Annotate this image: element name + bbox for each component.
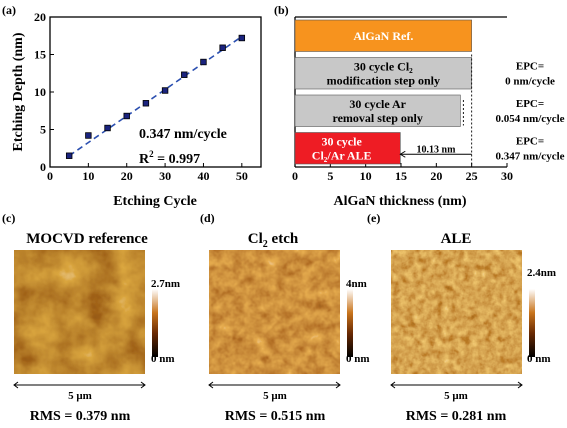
y-tick-label-a: 10 [34, 85, 46, 99]
scale-min-e: 0 nm [527, 353, 551, 365]
x-tick-label-b: 5 [327, 169, 333, 183]
x-tick-label-b: 25 [466, 169, 478, 183]
fit-line [68, 35, 243, 157]
data-point [219, 44, 226, 51]
panel-d-label: (d) [200, 211, 215, 225]
scale-min-c: 0 nm [151, 353, 175, 365]
data-point [104, 124, 111, 132]
data-point [85, 132, 92, 139]
x-tick-label-b: 30 [501, 169, 513, 183]
data-point [238, 34, 246, 42]
x-tick-label-a: 10 [82, 169, 94, 183]
afm-image-mocvd [14, 250, 145, 374]
scale-max-e: 2.4nm [527, 267, 556, 279]
bar-chart-algan-thickness: AlGaN thickness (nm) 0 5 10 15 20 25 30 AlGaN R… [292, 16, 565, 209]
epc-label: EPC= [516, 98, 544, 110]
bar [294, 57, 472, 90]
data-point [161, 87, 169, 94]
plot-frame-a [49, 16, 262, 168]
data-point [200, 58, 207, 66]
x-tick-label-a: 50 [236, 169, 248, 183]
y-axis-label-a: Etching Depth (nm) [11, 32, 26, 151]
rms-d: RMS = 0.515 nm [225, 409, 326, 424]
x-tick-label-a: 0 [47, 169, 53, 183]
scalebar-label-d: 5 μm [263, 390, 287, 402]
epc-label: 0.347 nm/cycle [495, 150, 564, 162]
panel-c-label: (c) [2, 211, 15, 225]
x-tick-label-b: 20 [430, 169, 442, 183]
y-tick-label-a: 5 [40, 123, 46, 137]
y-tick-label-a: 15 [34, 48, 46, 62]
scatter-chart-etching-depth: Etching Cycle Etching Depth (nm) 0.347 n… [11, 10, 262, 209]
panel-b-label: (b) [274, 3, 289, 17]
y-tick-label-a: 0 [40, 160, 46, 174]
x-tick-label-b: 0 [292, 169, 298, 183]
bar-label: 30 cycle [321, 134, 362, 148]
afm-panel-e: (e) ALE 2.4nm 0 nm 5 μm RMS = 0.281 nm [367, 211, 556, 424]
scalebar-arrows-c [13, 381, 146, 389]
afm-image-ale [391, 250, 522, 374]
x-tick-label-a: 30 [159, 169, 171, 183]
color-scale-c [152, 289, 158, 357]
afm-title-d: Cl2 etch [248, 231, 299, 250]
rms-c: RMS = 0.379 nm [30, 409, 131, 424]
data-point [181, 71, 188, 78]
afm-title-c: MOCVD reference [26, 231, 148, 247]
afm-image-cl2-etch [209, 250, 340, 374]
epc-label: EPC= [516, 60, 544, 72]
bar [294, 19, 472, 52]
rate-annotation: 0.347 nm/cycle [139, 127, 227, 142]
epc-label: EPC= [516, 135, 544, 147]
afm-panel-d: (d) Cl2 etch 4nm 0 nm 5 μm RMS = 0.515 n… [200, 211, 370, 424]
data-point [123, 112, 130, 120]
epc-label: 0 nm/cycle [505, 75, 555, 87]
bar [294, 132, 401, 165]
epc-label: 0.054 nm/cycle [495, 113, 564, 125]
x-tick-label-a: 40 [197, 169, 209, 183]
bar-label: Cl₂/Ar ALE [312, 148, 372, 162]
color-scale-e [529, 289, 535, 357]
scale-max-d: 4nm [346, 278, 367, 290]
afm-title-e: ALE [441, 231, 472, 247]
scalebar-arrows-d [208, 381, 341, 389]
y-tick-label-a: 20 [34, 10, 46, 24]
color-scale-d [347, 289, 353, 357]
depth-annotation: 10.13 nm [417, 144, 457, 155]
scalebar-label-c: 5 μm [68, 390, 92, 402]
scale-min-d: 0 nm [346, 353, 370, 365]
scalebar-arrows-e [390, 381, 523, 389]
bar [294, 94, 461, 127]
panel-a-label: (a) [2, 3, 16, 17]
x-axis-label-a: Etching Cycle [113, 194, 197, 209]
bar-label: 30 cycle Cl₂ [354, 59, 413, 73]
rms-e: RMS = 0.281 nm [406, 409, 507, 424]
depth-arrow-head [399, 150, 406, 158]
panel-e-label: (e) [367, 211, 380, 225]
scale-max-c: 2.7nm [151, 278, 180, 290]
data-point [142, 100, 150, 107]
bar-label: modification step only [327, 73, 440, 87]
x-tick-label-b: 10 [360, 169, 372, 183]
x-tick-label-a: 20 [121, 169, 133, 183]
bar-label: 30 cycle Ar [349, 97, 406, 111]
afm-panel-c: (c) MOCVD reference 2.7nm 0 nm 5 μm RMS … [2, 211, 180, 424]
x-tick-label-b: 15 [395, 169, 407, 183]
bar-label: AlGaN Ref. [353, 29, 413, 43]
r-squared-annotation: R2 = 0.997 [139, 149, 200, 167]
scalebar-label-e: 5 μm [444, 390, 468, 402]
x-axis-label-b: AlGaN thickness (nm) [333, 194, 466, 209]
bar-label: removal step only [332, 111, 422, 125]
data-point [65, 152, 73, 159]
